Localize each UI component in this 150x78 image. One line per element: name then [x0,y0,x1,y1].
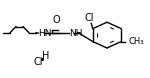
Text: HN: HN [39,29,52,38]
Text: NH: NH [69,29,82,38]
Text: O: O [53,15,60,25]
Text: H: H [42,51,49,61]
Text: Cl: Cl [84,13,94,23]
Text: Cl: Cl [33,57,43,67]
Text: CH₃: CH₃ [128,37,144,46]
